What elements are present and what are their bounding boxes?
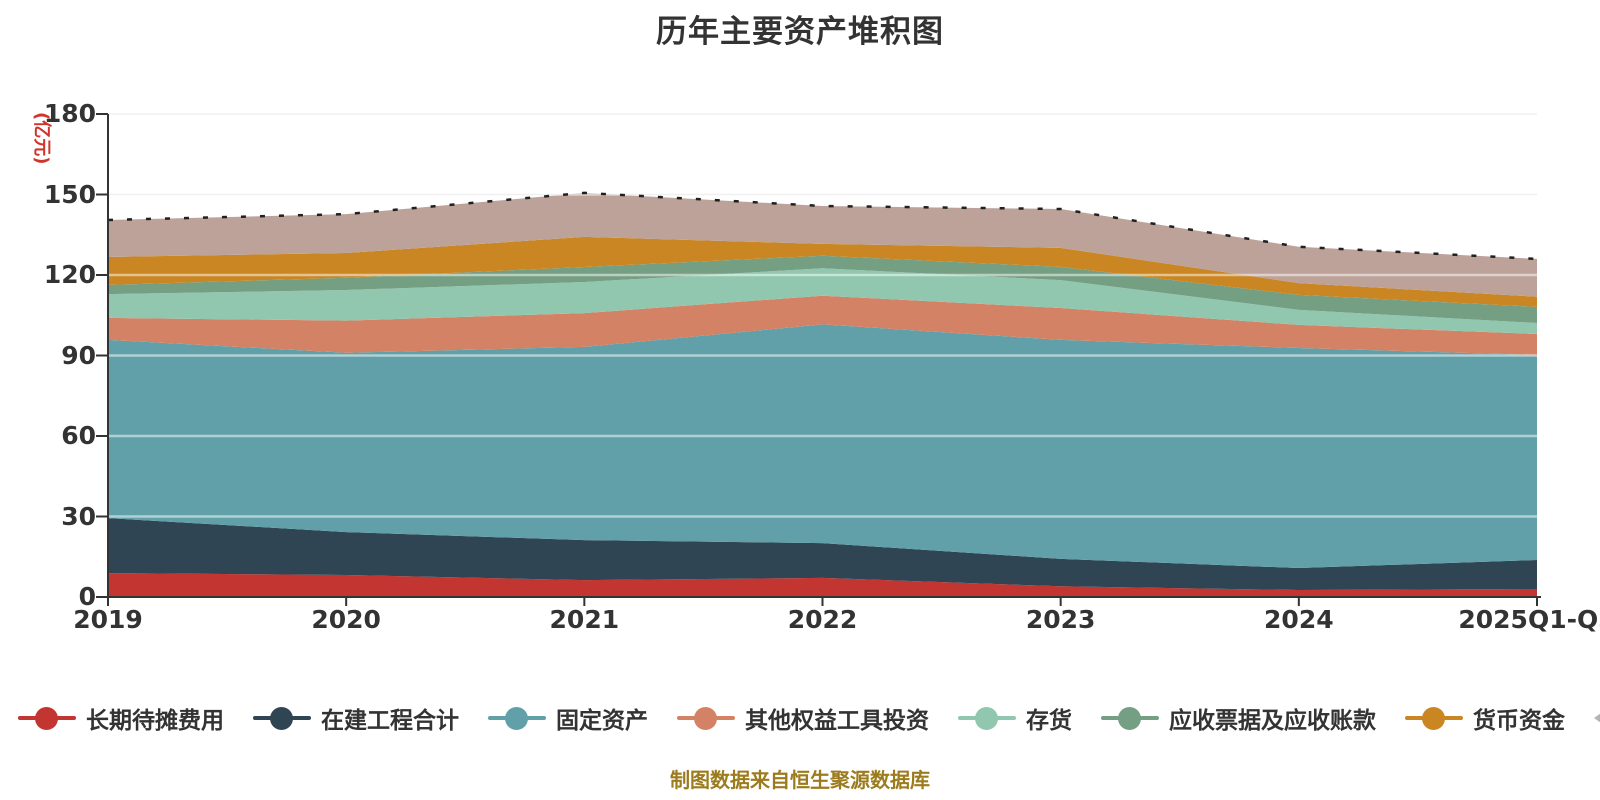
legend-item[interactable]: 货币资金: [1405, 701, 1565, 735]
y-axis-label: 90: [61, 340, 96, 370]
legend-marker-icon: [1405, 706, 1463, 730]
legend-item[interactable]: 固定资产: [488, 701, 648, 735]
legend-marker-dot: [694, 707, 717, 730]
legend-marker-icon: [1101, 706, 1159, 730]
legend-marker-dot: [1118, 707, 1141, 730]
legend-marker-dot: [35, 707, 58, 730]
area-series-3[interactable]: [108, 324, 1537, 568]
y-axis-label: 120: [43, 260, 96, 289]
legend-marker-icon: [488, 706, 546, 730]
legend: 长期待摊费用 在建工程合计 固定资产 其他权益工具投资 存货 应收票据及应收账款 货币资金 …: [18, 700, 1600, 736]
chart-title: 历年主要资产堆积图: [656, 14, 944, 50]
legend-item[interactable]: 在建工程合计: [253, 701, 459, 735]
legend-label: 存货: [1026, 708, 1072, 734]
x-axis-label: 2019: [73, 605, 143, 634]
legend-label: 在建工程合计: [321, 708, 459, 734]
y-axis-label: 180: [43, 99, 96, 128]
x-axis-label: 2021: [549, 605, 620, 634]
legend-marker-dot: [270, 707, 293, 730]
legend-marker-icon: [958, 706, 1016, 730]
area-series-1[interactable]: [108, 573, 1537, 597]
legend-item[interactable]: 存货: [958, 701, 1072, 735]
legend-label: 货币资金: [1473, 708, 1565, 734]
y-axis-label: 30: [61, 501, 96, 531]
x-axis-label: 2023: [1025, 605, 1096, 634]
legend-marker-dot: [505, 707, 528, 730]
legend-marker-icon: [677, 706, 735, 730]
legend-marker-icon: [253, 706, 311, 730]
area-series-2[interactable]: [108, 518, 1537, 590]
x-axis-label: 2020: [311, 605, 381, 634]
legend-marker-dot: [975, 707, 998, 730]
legend-label: 应收票据及应收账款: [1169, 708, 1376, 734]
prev-page-icon[interactable]: [1594, 704, 1600, 732]
area-series-8[interactable]: [108, 192, 1537, 297]
y-axis-label: 60: [61, 421, 96, 450]
x-axis-label: 2024: [1264, 605, 1334, 634]
legend-item[interactable]: 应收票据及应收账款: [1101, 701, 1376, 735]
area-series-7[interactable]: [108, 236, 1537, 307]
data-source-note: 制图数据来自恒生聚源数据库: [670, 768, 930, 792]
legend-label: 其他权益工具投资: [745, 708, 929, 734]
legend-item[interactable]: 其他权益工具投资: [677, 701, 929, 735]
area-series-4[interactable]: [108, 295, 1537, 355]
y-axis-label: 0: [78, 582, 96, 611]
legend-item[interactable]: 长期待摊费用: [18, 701, 224, 735]
x-axis-label: 2025Q1-Q3: [1458, 605, 1600, 634]
area-series-6[interactable]: [108, 255, 1537, 323]
area-series-5[interactable]: [108, 268, 1537, 334]
x-axis-label: 2022: [787, 605, 858, 634]
legend-marker-icon: [18, 706, 76, 730]
legend-label: 固定资产: [556, 708, 648, 734]
legend-pager: 1/2: [1594, 704, 1600, 733]
y-axis-label: 150: [43, 179, 96, 209]
legend-label: 长期待摊费用: [86, 708, 224, 734]
legend-marker-dot: [1422, 707, 1445, 730]
